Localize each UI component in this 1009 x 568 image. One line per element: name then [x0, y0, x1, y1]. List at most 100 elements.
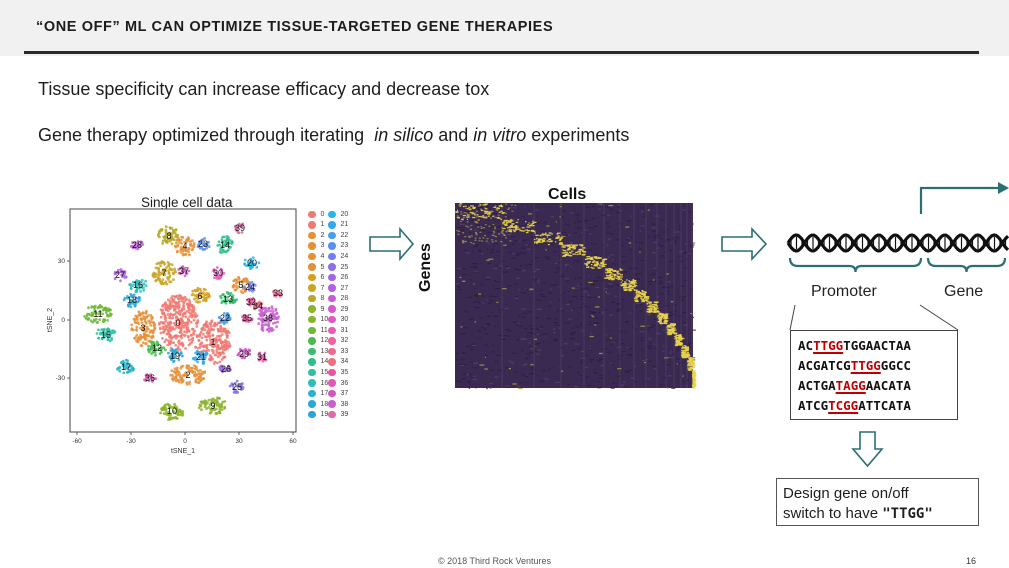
transcription-start-arrow-icon: [919, 186, 1000, 214]
legend-dot-icon: [328, 273, 336, 282]
tsne-cluster: [241, 314, 254, 323]
tsne-cluster: [217, 312, 232, 326]
bullet-2-in-vitro: in vitro: [473, 125, 527, 145]
tsne-legend-item: 7: [308, 283, 328, 294]
legend-label: 25: [340, 263, 349, 271]
tsne-cluster-label: 15: [101, 330, 111, 340]
sequence-motif-highlight: TTGG: [850, 358, 881, 373]
legend-label: 7: [320, 284, 325, 292]
tsne-cluster-label: 21: [196, 352, 206, 362]
tsne-cluster-label: 32: [246, 297, 256, 307]
legend-label: 22: [340, 231, 349, 239]
legend-label: 5: [320, 263, 325, 271]
tsne-cluster: [156, 225, 180, 246]
tsne-cluster-label: 4: [182, 241, 187, 251]
tsne-cluster: [95, 327, 117, 343]
tsne-legend-item: 16: [308, 378, 328, 389]
gene-label: Gene: [944, 283, 984, 300]
tsne-cluster-label: 17: [121, 362, 131, 372]
legend-dot-icon: [328, 379, 336, 387]
tsne-cluster: [219, 291, 239, 305]
tsne-legend-item: 28: [328, 293, 348, 304]
x-tick-label: -60: [72, 438, 82, 445]
tsne-cluster: [167, 348, 184, 364]
sequence-line-1: ACTTGGTGGAACTAA: [798, 338, 911, 353]
tsne-legend-item: 9: [308, 304, 328, 315]
tsne-cluster-label: 25: [232, 382, 242, 392]
legend-label: 9: [320, 305, 325, 313]
legend-label: 18: [320, 400, 329, 408]
y-tick-label: 30: [58, 258, 66, 265]
tsne-legend-item: 36: [328, 378, 348, 389]
y-tick-label: 0: [61, 317, 65, 324]
tsne-cluster: [130, 309, 157, 348]
tsne-legend-item: 2: [308, 230, 328, 241]
legend-label: 32: [340, 337, 349, 345]
tsne-cluster-label: 3: [140, 323, 145, 333]
bullet-gene-therapy: Gene therapy optimized through iterating…: [38, 125, 629, 146]
tsne-cluster: [122, 292, 142, 309]
tsne-legend-item: 11: [308, 325, 328, 336]
legend-dot-icon: [328, 315, 336, 324]
legend-dot-icon: [308, 379, 316, 387]
tsne-cluster-label: 8: [166, 231, 171, 241]
tsne-legend-item: 10: [308, 314, 328, 325]
tsne-cluster: [218, 364, 232, 374]
legend-dot-icon: [328, 347, 336, 356]
zoom-line-left: [789, 304, 796, 331]
tsne-cluster-label: 26: [221, 364, 231, 374]
tsne-legend-item: 30: [328, 314, 348, 325]
page-number: 16: [966, 556, 977, 566]
tsne-cluster-label: 22: [220, 313, 230, 323]
y-tick-label: -30: [56, 375, 66, 382]
design-switch-box: Design gene on/off switch to have "TTGG": [776, 478, 979, 526]
legend-dot-icon: [328, 389, 336, 398]
tsne-cluster-label: 33: [273, 288, 283, 298]
tsne-legend-item: 0: [308, 209, 328, 220]
tsne-cluster-label: 12: [152, 343, 162, 353]
tsne-cluster: [173, 235, 196, 257]
zoom-line-right: [919, 304, 959, 331]
tsne-legend-column-1: 0 1 2 3 4 5 6 7 8 9 10 11 12 13 14 15 16 17 18 19: [308, 209, 328, 420]
legend-dot-icon: [328, 263, 336, 271]
promoter-brace-icon: [788, 257, 923, 273]
legend-dot-icon: [328, 410, 336, 419]
tsne-legend-item: 31: [328, 325, 348, 336]
legend-label: 35: [340, 368, 349, 376]
legend-dot-icon: [328, 294, 336, 303]
tsne-legend-item: 27: [328, 283, 348, 294]
legend-label: 4: [320, 252, 325, 260]
tsne-cluster-label: 30: [213, 268, 223, 278]
legend-label: 11: [320, 326, 328, 334]
tsne-cluster-label: 20: [247, 258, 257, 268]
bullet-2-text-and: and: [433, 125, 474, 145]
legend-label: 12: [320, 337, 329, 345]
tsne-cluster: [245, 297, 256, 307]
tsne-cluster: [113, 268, 128, 283]
tsne-legend-item: 22: [328, 230, 348, 241]
tsne-legend-item: 39: [328, 409, 348, 420]
legend-label: 36: [340, 379, 349, 387]
tsne-cluster: [243, 256, 261, 270]
sequence-motif-highlight: TCGG: [828, 398, 859, 413]
legend-label: 20: [340, 210, 349, 218]
tsne-legend-column-2: 20 21 22 23 24 25 26 27 28 29 30 31 32 33 34 35 36 37 38 39: [328, 209, 348, 420]
legend-label: 28: [340, 295, 349, 303]
legend-label: 26: [340, 274, 349, 282]
tsne-cluster: [128, 278, 148, 293]
tsne-cluster: [272, 289, 283, 298]
arrow-down-icon: [851, 431, 884, 468]
dna-helix-icon: [786, 233, 1009, 253]
tsne-cluster: [192, 349, 209, 365]
legend-label: 31: [340, 326, 349, 334]
legend-dot-icon: [308, 347, 316, 356]
legend-dot-icon: [308, 326, 316, 335]
tsne-cluster: [216, 235, 234, 255]
tsne-cluster-label: 1: [210, 337, 215, 347]
legend-dot-icon: [308, 410, 316, 419]
legend-dot-icon: [308, 284, 316, 292]
design-text-line-2: switch to have "TTGG": [783, 505, 933, 522]
tsne-cluster: [228, 379, 245, 394]
